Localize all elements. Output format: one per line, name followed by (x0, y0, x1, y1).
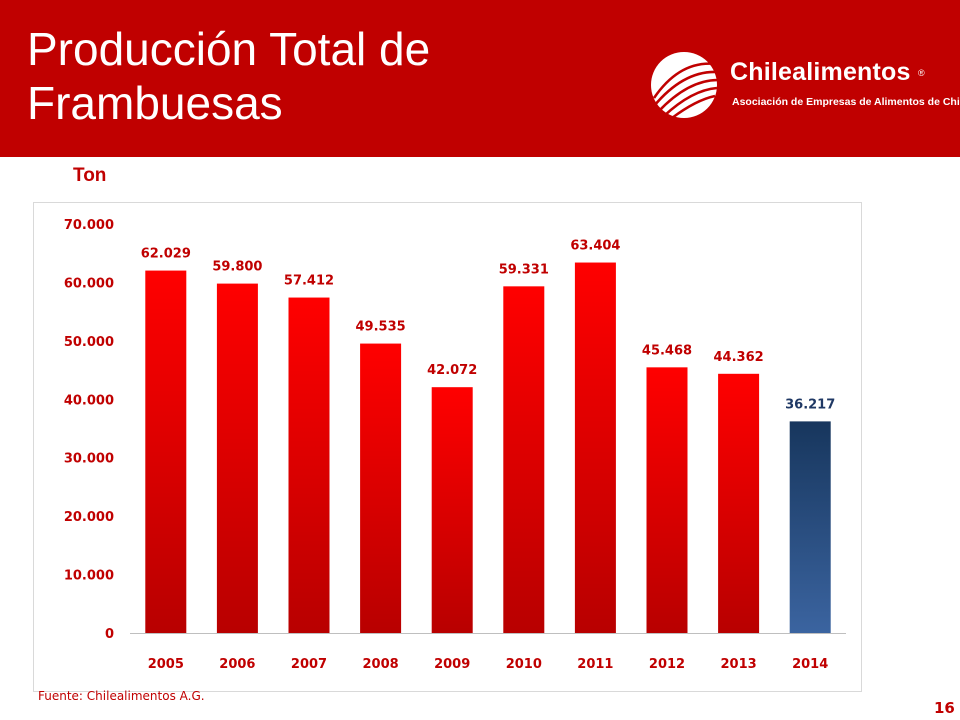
data-label-2005: 62.029 (141, 247, 191, 262)
bar-2010 (503, 286, 545, 633)
y-tick-label: 40.000 (64, 393, 114, 408)
bar-2007 (288, 297, 330, 633)
y-tick-label: 30.000 (64, 452, 114, 467)
data-label-2010: 59.331 (499, 262, 549, 277)
x-tick-label-2012: 2012 (649, 657, 685, 672)
x-tick-label-2011: 2011 (577, 657, 613, 672)
x-tick-label-2010: 2010 (506, 657, 542, 672)
logo-registered-mark: ® (918, 68, 925, 78)
bar-2011 (574, 262, 616, 633)
chart-area: 0 10.000 20.000 30.000 40.000 50.000 60.000 70.… (33, 202, 862, 692)
bar-chart: 0 10.000 20.000 30.000 40.000 50.000 60.000 70.… (64, 218, 846, 672)
y-tick-label: 70.000 (64, 218, 114, 233)
y-tick-label: 0 (105, 627, 114, 642)
header-bar: Producción Total de Frambuesas Chilealim… (0, 0, 960, 157)
x-tick-label-2009: 2009 (434, 657, 470, 672)
bar-2013 (718, 373, 760, 633)
page-title: Producción Total de Frambuesas (27, 22, 430, 130)
y-tick-label: 50.000 (64, 335, 114, 350)
data-label-2006: 59.800 (212, 260, 262, 275)
x-tick-label-2008: 2008 (363, 657, 399, 672)
page-number: 16 (934, 699, 955, 717)
bar-2014 (789, 421, 831, 633)
x-tick-label-2006: 2006 (219, 657, 255, 672)
y-tick-label: 60.000 (64, 276, 114, 291)
x-tick-label-2007: 2007 (291, 657, 327, 672)
chilealimentos-logo: Chilealimentos ® Asociación de Empresas … (650, 50, 960, 120)
bar-2005 (145, 270, 187, 633)
logo-tagline: Asociación de Empresas de Alimentos de C… (732, 96, 960, 108)
y-axis-unit-label: Ton (73, 165, 107, 186)
data-label-2009: 42.072 (427, 363, 477, 378)
bar-2006 (216, 283, 258, 633)
logo-swoosh-icon (651, 52, 719, 120)
data-label-2008: 49.535 (356, 320, 406, 335)
x-tick-label-2014: 2014 (792, 657, 828, 672)
bar-2009 (431, 387, 473, 633)
y-tick-label: 20.000 (64, 510, 114, 525)
data-label-2011: 63.404 (570, 239, 620, 254)
x-tick-label-2005: 2005 (148, 657, 184, 672)
x-tick-label-2013: 2013 (721, 657, 757, 672)
bar-2012 (646, 367, 688, 633)
bar-2008 (360, 343, 402, 633)
page-title-line2: Frambuesas (27, 77, 283, 129)
page-title-line1: Producción Total de (27, 23, 431, 75)
y-tick-label: 10.000 (64, 569, 114, 584)
data-label-2013: 44.362 (714, 350, 764, 365)
logo-name: Chilealimentos (730, 58, 911, 86)
data-label-2014: 36.217 (785, 397, 835, 412)
source-note: Fuente: Chilealimentos A.G. (38, 689, 205, 703)
data-label-2007: 57.412 (284, 274, 334, 289)
data-label-2012: 45.468 (642, 343, 692, 358)
